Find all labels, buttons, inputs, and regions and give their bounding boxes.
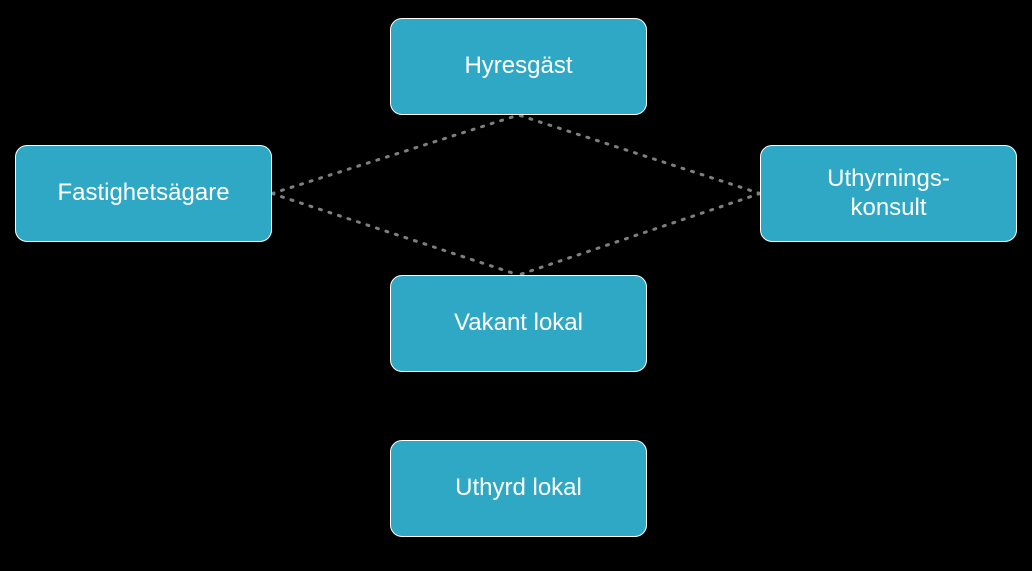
node-fastighetsagare: Fastighetsägare: [15, 145, 272, 242]
node-hyresgast: Hyresgäst: [390, 18, 647, 115]
node-label: Uthyrd lokal: [455, 474, 582, 503]
node-label: Hyresgäst: [464, 52, 572, 81]
node-vakant: Vakant lokal: [390, 275, 647, 372]
node-uthyrd: Uthyrd lokal: [390, 440, 647, 537]
node-uthyrningskonsult: Uthyrnings- konsult: [760, 145, 1017, 242]
node-label: Uthyrnings- konsult: [827, 165, 950, 223]
node-label: Fastighetsägare: [57, 179, 229, 208]
node-label: Vakant lokal: [454, 309, 583, 338]
